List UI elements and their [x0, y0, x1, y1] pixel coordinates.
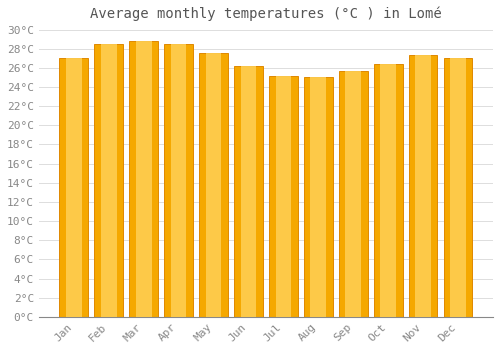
Bar — [234, 66, 263, 317]
Bar — [164, 44, 193, 317]
Bar — [276, 76, 291, 317]
Bar — [101, 44, 116, 317]
Bar — [374, 64, 402, 317]
Bar — [450, 58, 466, 317]
Bar — [240, 66, 256, 317]
Bar — [409, 55, 438, 317]
Bar — [66, 58, 82, 317]
Bar — [304, 77, 332, 317]
Bar — [199, 54, 228, 317]
Bar — [206, 54, 222, 317]
Bar — [136, 41, 152, 317]
Bar — [416, 55, 431, 317]
Bar — [444, 58, 472, 317]
Bar — [60, 58, 88, 317]
Bar — [94, 44, 123, 317]
Title: Average monthly temperatures (°C ) in Lomé: Average monthly temperatures (°C ) in Lo… — [90, 7, 442, 21]
Bar — [269, 76, 298, 317]
Bar — [380, 64, 396, 317]
Bar — [170, 44, 186, 317]
Bar — [310, 77, 326, 317]
Bar — [339, 71, 368, 317]
Bar — [130, 41, 158, 317]
Bar — [346, 71, 361, 317]
